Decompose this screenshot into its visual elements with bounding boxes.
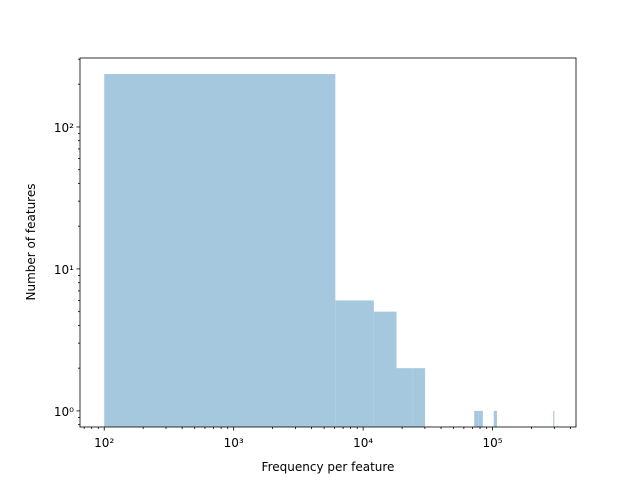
plot-frame — [79, 57, 577, 428]
bar — [104, 74, 336, 427]
bar — [335, 300, 374, 427]
y-tick-label: 10² — [54, 121, 74, 135]
bar — [478, 410, 483, 427]
bar — [493, 410, 497, 427]
bar — [553, 410, 555, 427]
x-axis-label: Frequency per feature — [262, 460, 395, 474]
x-tick-label: 10⁵ — [483, 436, 503, 450]
bar — [474, 410, 479, 427]
x-tick-label: 10² — [94, 436, 114, 450]
bar — [373, 311, 397, 427]
bar — [412, 368, 426, 427]
x-tick-label: 10³ — [224, 436, 244, 450]
x-tick-label: 10⁴ — [353, 436, 373, 450]
bar — [396, 368, 413, 427]
y-tick-label: 10¹ — [54, 263, 74, 277]
y-axis-label: Number of features — [24, 184, 38, 301]
y-tick-label: 10⁰ — [54, 405, 74, 419]
